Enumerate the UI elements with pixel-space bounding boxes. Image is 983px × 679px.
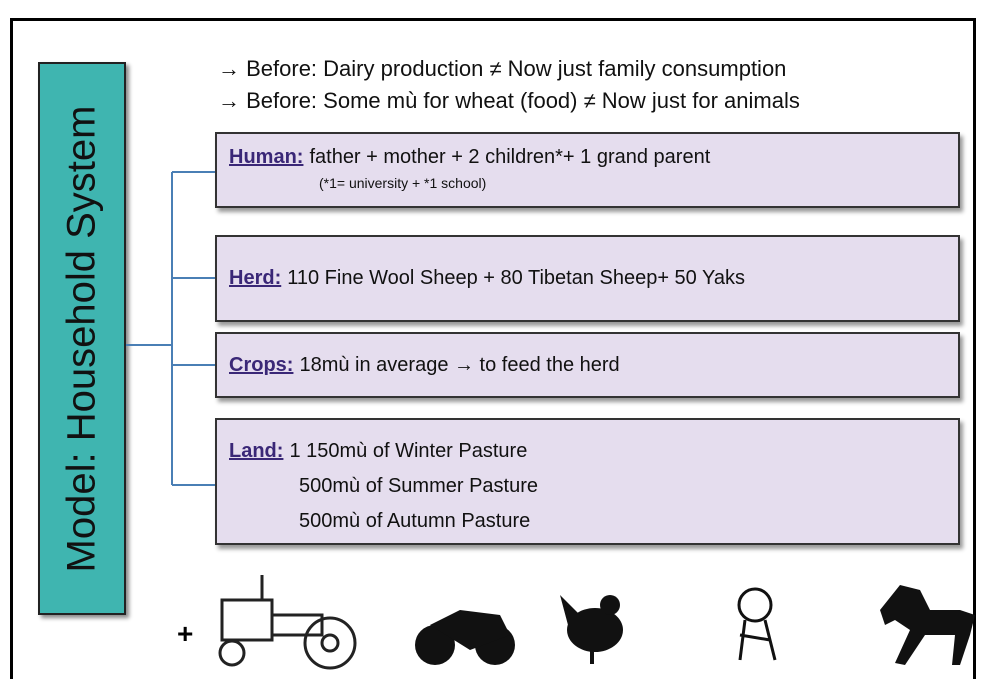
horse-icon <box>880 585 975 665</box>
box-text: 18mù in average → to feed the herd <box>299 354 619 376</box>
box-line: 500mù of Autumn Pasture <box>299 510 958 533</box>
box-line: 1 150mù of Winter Pasture <box>289 440 527 462</box>
box-line: 500mù of Summer Pasture <box>299 475 958 498</box>
box-label: Crops: <box>229 354 293 376</box>
motorcycle-icon <box>415 610 515 665</box>
box-text: 110 Fine Wool Sheep + 80 Tibetan Sheep+ … <box>287 267 745 289</box>
chicken-icon <box>560 595 623 664</box>
box-label: Human: <box>229 146 303 168</box>
tractor-icon <box>220 575 355 668</box>
icons <box>200 565 980 675</box>
page: Model: Household System → Before: Dairy … <box>0 0 983 679</box>
plus: + <box>177 618 193 650</box>
box: Land: 1 150mù of Winter Pasture 500mù of … <box>215 418 960 545</box>
box: Crops: 18mù in average → to feed the herd <box>215 332 960 398</box>
box: Human: father + mother + 2 children*+ 1 g… <box>215 132 960 208</box>
box: Herd: 110 Fine Wool Sheep + 80 Tibetan Sh… <box>215 235 960 322</box>
dog-icon <box>739 589 775 660</box>
box-subtext: (*1= university + *1 school) <box>319 175 958 191</box>
box-text: father + mother + 2 children*+ 1 grand p… <box>309 146 710 168</box>
box-label: Herd: <box>229 267 281 289</box>
box-label: Land: <box>229 440 283 462</box>
